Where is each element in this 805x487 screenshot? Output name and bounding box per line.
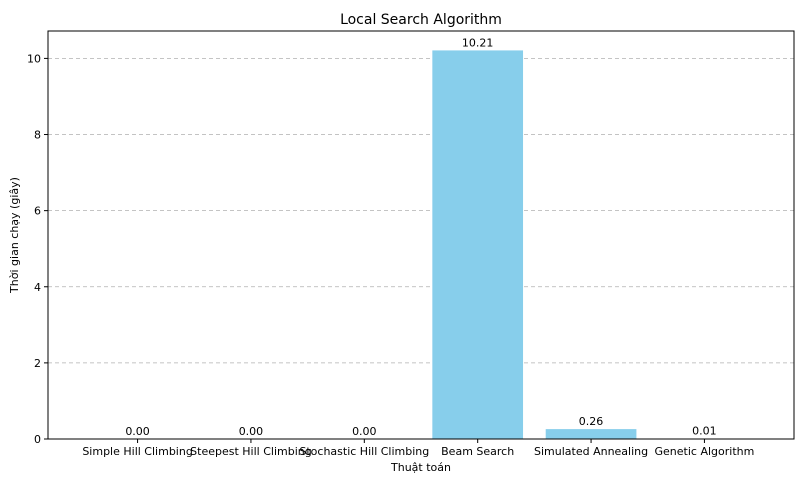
bar bbox=[432, 50, 523, 439]
bar bbox=[546, 429, 637, 439]
y-axis-label: Thời gian chạy (giây) bbox=[8, 177, 21, 294]
x-tick-label: Stochastic Hill Climbing bbox=[299, 445, 429, 458]
y-tick-label: 2 bbox=[34, 357, 41, 370]
bar-value-label: 0.00 bbox=[352, 425, 377, 438]
y-tick-label: 6 bbox=[34, 205, 41, 218]
y-tick-label: 0 bbox=[34, 433, 41, 446]
chart-title: Local Search Algorithm bbox=[340, 12, 502, 28]
bar-value-label: 0.26 bbox=[579, 415, 604, 428]
bar-value-label: 0.00 bbox=[239, 425, 264, 438]
y-tick-label: 4 bbox=[34, 281, 41, 294]
data-labels: 0.00 0.00 0.00 10.21 0.26 0.01 bbox=[125, 36, 716, 438]
grid-lines bbox=[48, 58, 794, 362]
x-tick-label: Steepest Hill Climbing bbox=[190, 445, 312, 458]
bar-value-label: 0.00 bbox=[125, 425, 150, 438]
x-tick-label: Simple Hill Climbing bbox=[82, 445, 193, 458]
y-tick-label: 8 bbox=[34, 129, 41, 142]
bar-value-label: 10.21 bbox=[462, 36, 494, 49]
y-tick-label: 10 bbox=[27, 52, 41, 65]
bar-value-label: 0.01 bbox=[692, 425, 717, 438]
x-axis-label: Thuật toán bbox=[390, 461, 451, 474]
axes bbox=[48, 31, 794, 439]
bars bbox=[432, 50, 749, 439]
x-tick-label: Beam Search bbox=[441, 445, 514, 458]
x-tick-label: Genetic Algorithm bbox=[655, 445, 755, 458]
x-tick-label: Simulated Annealing bbox=[534, 445, 648, 458]
plot-frame bbox=[48, 31, 794, 439]
